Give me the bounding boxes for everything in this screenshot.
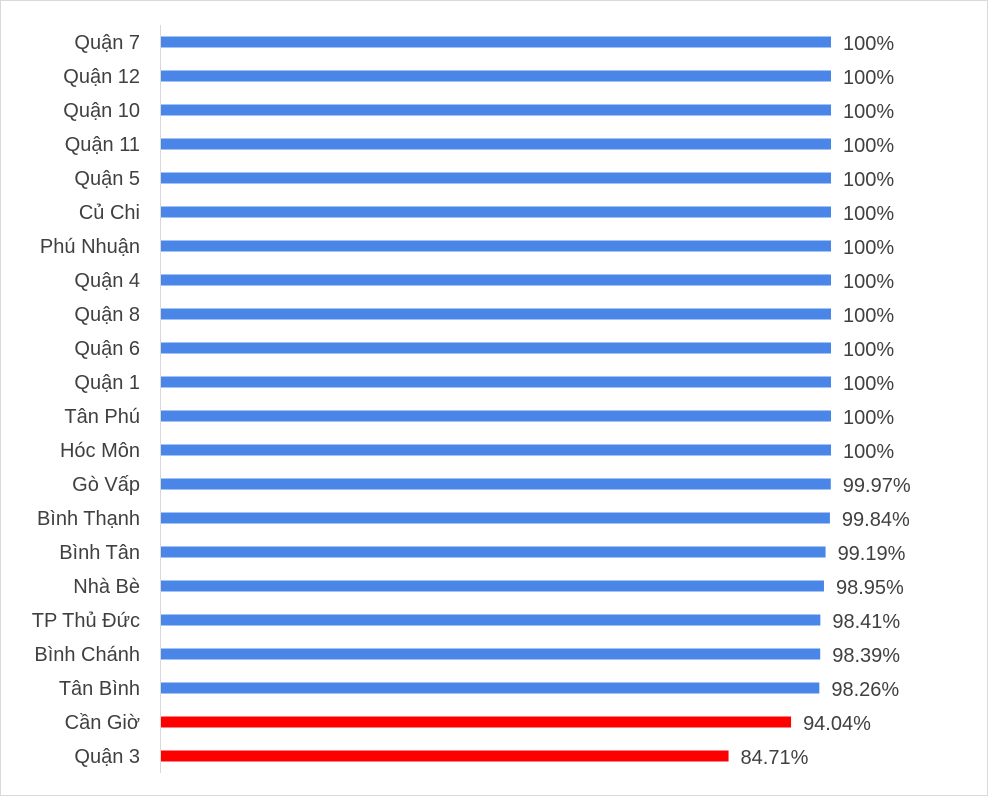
bar-9 xyxy=(161,342,831,354)
value-label-15: 99.19% xyxy=(838,543,906,565)
bar-8 xyxy=(161,308,831,320)
bar-10 xyxy=(161,376,831,388)
category-label-15: Bình Tân xyxy=(59,542,140,564)
value-label-11: 100% xyxy=(843,407,894,429)
bar-17 xyxy=(161,614,821,626)
value-label-20: 94.04% xyxy=(803,713,871,735)
category-label-17: TP Thủ Đức xyxy=(32,610,140,632)
category-label-11: Tân Phú xyxy=(64,406,140,428)
value-label-12: 100% xyxy=(843,441,894,463)
bar-1 xyxy=(161,70,831,82)
value-label-9: 100% xyxy=(843,339,894,361)
value-labels-group: 100% 100% 100% 100% 100% 100% 100% 100% 100% 100%… xyxy=(741,33,911,769)
value-label-0: 100% xyxy=(843,33,894,55)
value-label-10: 100% xyxy=(843,373,894,395)
value-label-19: 98.26% xyxy=(831,679,899,701)
category-label-19: Tân Bình xyxy=(59,678,140,700)
category-label-21: Quận 3 xyxy=(74,746,140,768)
category-label-9: Quận 6 xyxy=(74,338,140,360)
value-label-16: 98.95% xyxy=(836,577,904,599)
category-label-3: Quận 11 xyxy=(65,134,140,156)
category-label-2: Quận 10 xyxy=(63,100,140,122)
category-label-10: Quận 1 xyxy=(74,372,140,394)
bar-5 xyxy=(161,206,831,218)
value-label-18: 98.39% xyxy=(832,645,900,667)
value-label-5: 100% xyxy=(843,203,894,225)
bars-group xyxy=(161,36,831,762)
category-label-4: Quận 5 xyxy=(74,168,140,190)
bar-6 xyxy=(161,240,831,252)
value-label-4: 100% xyxy=(843,169,894,191)
bar-20 xyxy=(161,716,792,728)
value-label-2: 100% xyxy=(843,101,894,123)
bar-13 xyxy=(161,478,831,490)
bar-3 xyxy=(161,138,831,150)
bar-16 xyxy=(161,580,824,592)
bar-0 xyxy=(161,36,831,48)
category-label-7: Quận 4 xyxy=(74,270,140,292)
bar-21 xyxy=(161,750,729,762)
category-label-13: Gò Vấp xyxy=(72,474,140,496)
bar-2 xyxy=(161,104,831,116)
category-label-1: Quận 12 xyxy=(63,66,140,88)
category-label-12: Hóc Môn xyxy=(60,440,140,462)
bar-12 xyxy=(161,444,831,456)
category-label-20: Cần Giờ xyxy=(65,712,140,734)
category-label-16: Nhà Bè xyxy=(73,576,140,598)
bar-7 xyxy=(161,274,831,286)
bar-14 xyxy=(161,512,830,524)
category-label-0: Quận 7 xyxy=(74,32,140,54)
value-label-21: 84.71% xyxy=(741,747,809,769)
value-label-6: 100% xyxy=(843,237,894,259)
value-label-7: 100% xyxy=(843,271,894,293)
category-label-14: Bình Thạnh xyxy=(37,508,140,530)
category-label-5: Củ Chi xyxy=(79,202,140,224)
bar-15 xyxy=(161,546,826,558)
value-label-14: 99.84% xyxy=(842,509,910,531)
category-labels-group: Quận 7 Quận 12 Quận 10 Quận 11 Quận 5 Củ Chi P… xyxy=(32,32,140,768)
bar-4 xyxy=(161,172,831,184)
value-label-3: 100% xyxy=(843,135,894,157)
value-label-1: 100% xyxy=(843,67,894,89)
value-label-17: 98.41% xyxy=(832,611,900,633)
bar-11 xyxy=(161,410,831,422)
category-label-8: Quận 8 xyxy=(74,304,140,326)
category-label-18: Bình Chánh xyxy=(34,644,140,666)
bar-19 xyxy=(161,682,820,694)
value-label-8: 100% xyxy=(843,305,894,327)
category-label-6: Phú Nhuận xyxy=(40,236,140,258)
bar-18 xyxy=(161,648,821,660)
value-label-13: 99.97% xyxy=(843,475,911,497)
